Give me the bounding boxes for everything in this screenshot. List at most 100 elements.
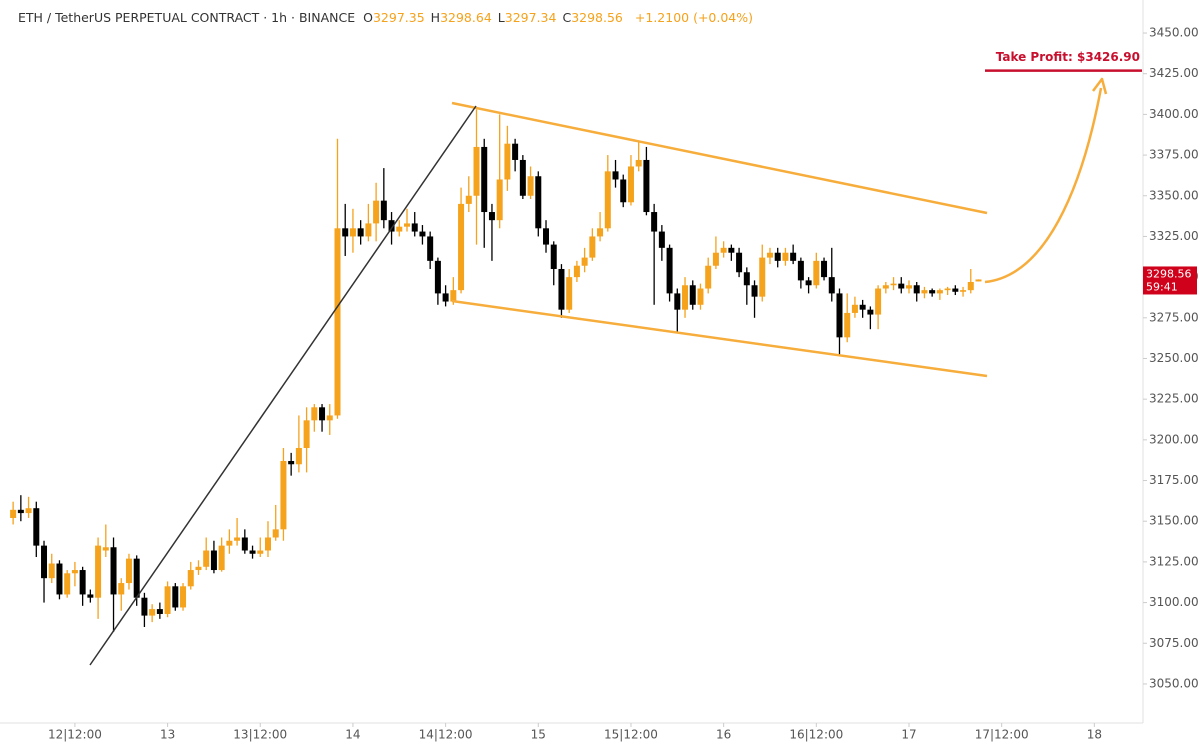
candle-body — [118, 583, 125, 595]
candle-body — [488, 212, 495, 221]
candle-body — [110, 547, 117, 595]
candle-body — [450, 290, 457, 302]
candle-body — [257, 550, 264, 554]
candle-body — [10, 509, 17, 518]
ohlc-label: H — [431, 10, 440, 25]
candle-body — [25, 508, 32, 514]
candle-body — [102, 547, 109, 551]
ohlc-label: O — [363, 10, 373, 25]
candle-body — [867, 309, 874, 315]
channel-lower — [451, 299, 988, 378]
candle-body — [967, 282, 974, 291]
symbol: ETH / TetherUS PERPETUAL CONTRACT · 1h ·… — [18, 10, 355, 25]
candle-body — [743, 272, 750, 286]
y-tick-label: 3325.00 — [1149, 229, 1199, 243]
candle-body — [71, 570, 78, 574]
candle-body — [33, 508, 40, 546]
y-tick-label: 3075.00 — [1149, 636, 1199, 650]
x-tick-label: 14|12:00 — [419, 728, 473, 742]
candle-body — [465, 195, 472, 204]
candle-body — [728, 247, 735, 253]
y-tick-label: 3050.00 — [1149, 676, 1199, 690]
candle-body — [249, 550, 256, 554]
candle-body — [844, 312, 851, 338]
y-tick-label: 3100.00 — [1149, 595, 1199, 609]
candle-body — [712, 252, 719, 266]
candle-body — [921, 290, 928, 294]
candle-body — [156, 609, 163, 614]
candle-body — [195, 566, 202, 571]
candle-body — [311, 407, 318, 421]
ohlc-value: 3298.56 — [571, 10, 623, 25]
candle-body — [187, 570, 194, 587]
candle-body — [319, 407, 326, 421]
y-tick-label: 3400.00 — [1149, 107, 1199, 121]
candle-body — [890, 283, 897, 286]
candle-body — [180, 586, 187, 608]
candle-body — [759, 257, 766, 297]
y-tick-label: 3150.00 — [1149, 514, 1199, 528]
x-tick-label: 15 — [531, 728, 546, 742]
candle-body — [496, 179, 503, 221]
y-tick-label: 3450.00 — [1149, 26, 1199, 40]
candle-body — [288, 461, 295, 465]
y-tick-label: 3250.00 — [1149, 351, 1199, 365]
candle-body — [41, 545, 48, 579]
ohlc-label: C — [562, 10, 571, 25]
candle-body — [326, 415, 333, 421]
header: ETH / TetherUS PERPETUAL CONTRACT · 1h ·… — [18, 10, 753, 25]
trend-line — [89, 105, 477, 666]
drawings — [89, 77, 1108, 666]
x-tick-label: 12|12:00 — [48, 728, 102, 742]
candle-body — [720, 247, 727, 253]
candle-body — [404, 223, 411, 227]
y-tick-label: 3175.00 — [1149, 473, 1199, 487]
candle-body — [674, 293, 681, 310]
candle-body — [828, 277, 835, 294]
price-tag — [1143, 266, 1197, 295]
candle-body — [95, 545, 102, 598]
y-tick-label: 3425.00 — [1149, 66, 1199, 80]
candle-body — [960, 290, 967, 292]
candle-body — [473, 146, 480, 196]
x-tick-label: 13|12:00 — [233, 728, 287, 742]
candle-body — [434, 260, 441, 294]
candle-body — [241, 537, 248, 551]
candle-body — [357, 228, 364, 237]
x-tick-label: 17|12:00 — [975, 728, 1029, 742]
candle-body — [164, 586, 171, 614]
candle-body — [658, 231, 665, 248]
candle-body — [373, 200, 380, 224]
candle-body — [875, 288, 882, 315]
candle-body — [697, 288, 704, 305]
candle-body — [913, 285, 920, 294]
change: +1.2100 (+0.04%) — [635, 10, 753, 25]
candle-body — [666, 247, 673, 294]
candles — [10, 109, 982, 632]
candle-body — [512, 143, 519, 160]
candle-body — [87, 594, 94, 598]
candle-body — [272, 529, 279, 538]
candle-body — [48, 563, 55, 579]
candle-body — [790, 252, 797, 261]
candle-body — [604, 171, 611, 229]
candle-body — [550, 244, 557, 269]
x-tick-label: 14 — [345, 728, 360, 742]
x-tick-label: 13 — [160, 728, 175, 742]
candle-body — [380, 200, 387, 221]
candle-body — [264, 537, 271, 551]
y-tick-label: 3225.00 — [1149, 392, 1199, 406]
candle-body — [682, 285, 689, 310]
ohlc-value: 3298.64 — [440, 10, 492, 25]
candle-body — [929, 290, 936, 294]
candle-body — [635, 159, 642, 167]
candle-body — [79, 570, 86, 595]
candle-body — [689, 285, 696, 305]
candle-body — [597, 228, 604, 237]
candle-body — [396, 226, 403, 232]
candle-body — [411, 223, 418, 232]
ohlc-value: 3297.34 — [505, 10, 557, 25]
candle-body — [766, 252, 773, 258]
